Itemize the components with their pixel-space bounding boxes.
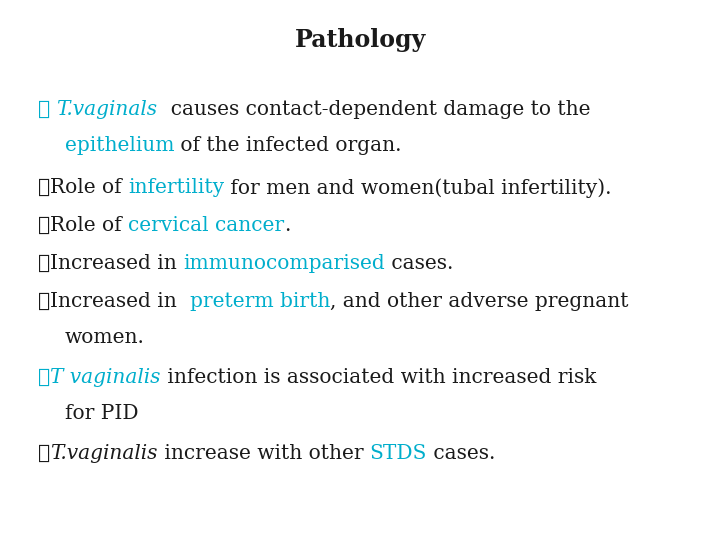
Text: T.vaginals: T.vaginals bbox=[56, 100, 158, 119]
Text: increase with other: increase with other bbox=[158, 444, 369, 463]
Text: ❖: ❖ bbox=[38, 216, 50, 235]
Text: .: . bbox=[284, 216, 291, 235]
Text: cervical cancer: cervical cancer bbox=[128, 216, 284, 235]
Text: ❖: ❖ bbox=[38, 444, 50, 463]
Text: infertility: infertility bbox=[128, 178, 224, 197]
Text: ❖: ❖ bbox=[38, 100, 56, 119]
Text: ❖: ❖ bbox=[38, 292, 50, 311]
Text: cases.: cases. bbox=[427, 444, 495, 463]
Text: for men and women(tubal infertility).: for men and women(tubal infertility). bbox=[224, 178, 612, 198]
Text: epithelium: epithelium bbox=[65, 136, 174, 155]
Text: , and other adverse pregnant: , and other adverse pregnant bbox=[330, 292, 629, 311]
Text: Role of: Role of bbox=[50, 216, 128, 235]
Text: ❖: ❖ bbox=[38, 254, 50, 273]
Text: Increased in: Increased in bbox=[50, 254, 184, 273]
Text: T vaginalis: T vaginalis bbox=[50, 368, 161, 387]
Text: of the infected organ.: of the infected organ. bbox=[174, 136, 402, 155]
Text: STDS: STDS bbox=[369, 444, 427, 463]
Text: preterm birth: preterm birth bbox=[189, 292, 330, 311]
Text: infection is associated with increased risk: infection is associated with increased r… bbox=[161, 368, 596, 387]
Text: Increased in: Increased in bbox=[50, 292, 189, 311]
Text: Role of: Role of bbox=[50, 178, 128, 197]
Text: T.vaginalis: T.vaginalis bbox=[50, 444, 158, 463]
Text: Pathology: Pathology bbox=[294, 28, 426, 52]
Text: ❖: ❖ bbox=[38, 178, 50, 197]
Text: cases.: cases. bbox=[385, 254, 454, 273]
Text: women.: women. bbox=[65, 328, 145, 347]
Text: causes contact-dependent damage to the: causes contact-dependent damage to the bbox=[158, 100, 590, 119]
Text: for PID: for PID bbox=[65, 404, 138, 423]
Text: ❖: ❖ bbox=[38, 368, 50, 387]
Text: immunocomparised: immunocomparised bbox=[184, 254, 385, 273]
